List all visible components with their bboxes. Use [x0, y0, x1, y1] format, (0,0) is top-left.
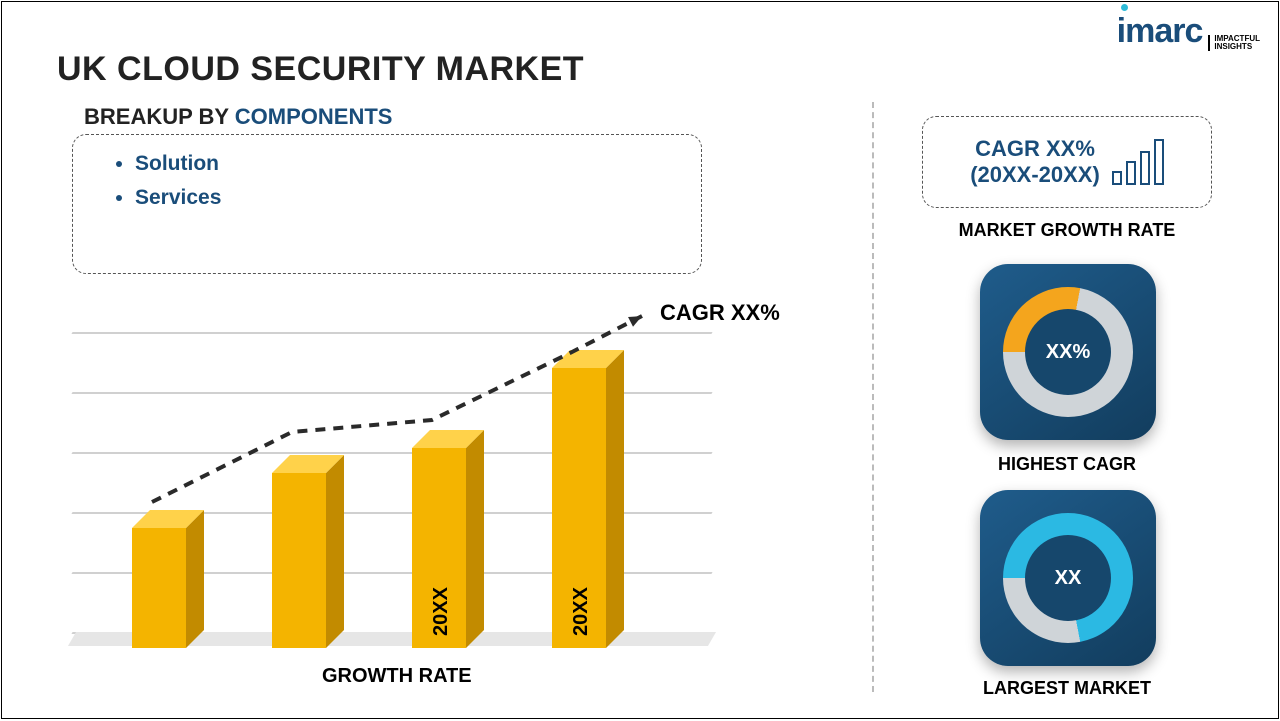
components-list: Solution Services — [101, 147, 673, 214]
donut-value: XX — [1025, 535, 1111, 621]
growth-bar-chart: 20XX20XX CAGR XX% GROWTH RATE — [72, 302, 792, 682]
donut-highest-cagr: XX% — [1003, 287, 1133, 417]
chart-x-axis-label: GROWTH RATE — [322, 665, 472, 688]
mini-bars-icon — [1112, 139, 1164, 185]
logo-dot-icon — [1121, 4, 1128, 11]
cagr-summary-card: CAGR XX% (20XX-20XX) — [922, 116, 1212, 208]
largest-market-tile: XX — [980, 490, 1156, 666]
market-growth-rate-label: MARKET GROWTH RATE — [922, 220, 1212, 241]
list-item: Services — [135, 181, 673, 215]
breakup-components-box: Solution Services — [72, 134, 702, 274]
logo-wordmark: imarc — [1117, 12, 1203, 51]
trend-line — [72, 302, 712, 642]
chart-cagr-label: CAGR XX% — [660, 300, 780, 326]
donut-value: XX% — [1025, 309, 1111, 395]
logo-tagline: IMPACTFUL INSIGHTS — [1208, 35, 1260, 51]
vertical-divider — [872, 102, 874, 692]
breakup-heading: BREAKUP BY COMPONENTS — [84, 104, 392, 130]
largest-market-label: LARGEST MARKET — [922, 678, 1212, 699]
infographic-frame: imarc IMPACTFUL INSIGHTS UK CLOUD SECURI… — [1, 1, 1279, 719]
logo-text: imarc — [1117, 12, 1203, 50]
brand-logo: imarc IMPACTFUL INSIGHTS — [1117, 12, 1260, 51]
donut-largest-market: XX — [1003, 513, 1133, 643]
breakup-heading-accent: COMPONENTS — [235, 104, 393, 129]
cagr-card-text: CAGR XX% (20XX-20XX) — [970, 136, 1100, 189]
highest-cagr-label: HIGHEST CAGR — [922, 454, 1212, 475]
list-item: Solution — [135, 147, 673, 181]
breakup-heading-plain: BREAKUP BY — [84, 104, 235, 129]
page-title: UK CLOUD SECURITY MARKET — [57, 50, 584, 89]
highest-cagr-tile: XX% — [980, 264, 1156, 440]
